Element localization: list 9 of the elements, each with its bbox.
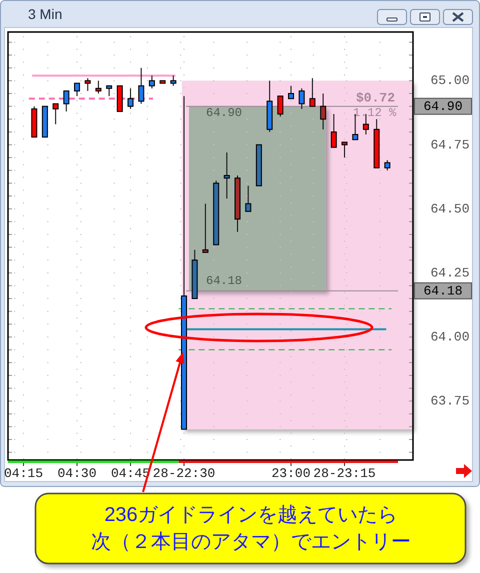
annotation: 64.90	[206, 106, 242, 120]
ref-line-label: 64.90	[423, 98, 463, 114]
ref-line-label: 64.18	[423, 283, 463, 298]
annotation: 64.18	[206, 274, 242, 288]
annotation: 236ガイドラインを越えていたら	[104, 504, 398, 526]
title: 3 Min	[28, 6, 62, 22]
annotation: 次（２本目のアタマ）でエントリー	[91, 531, 411, 553]
annotation: $0.72	[356, 90, 396, 106]
annotation: 1.12 %	[353, 106, 396, 120]
